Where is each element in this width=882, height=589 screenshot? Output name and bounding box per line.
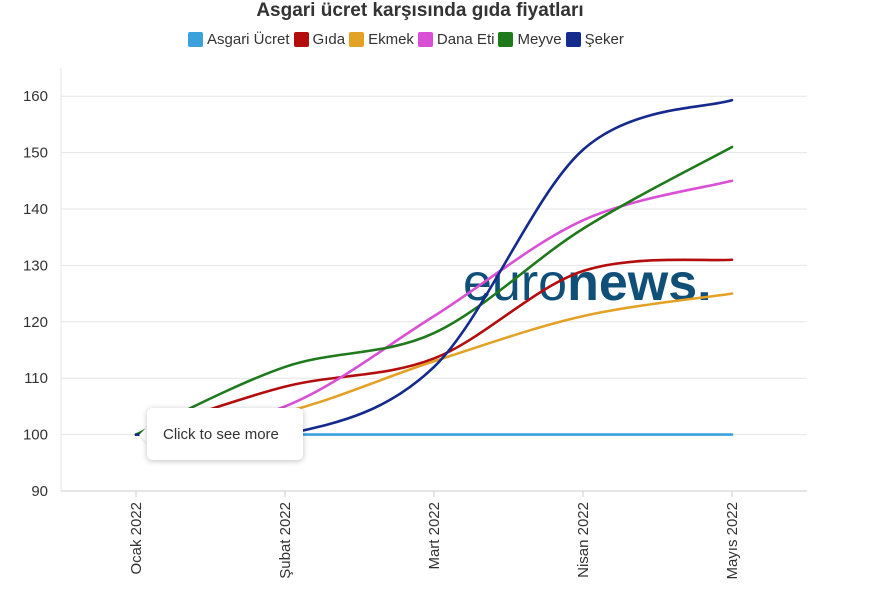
y-tick-label: 160	[23, 88, 48, 105]
y-tick-label: 90	[31, 483, 48, 500]
series-line-gida	[134, 258, 734, 436]
x-tick-label: Nisan 2022	[575, 502, 592, 578]
legend-item-asgari-ucret[interactable]: Asgari Ücret	[188, 31, 290, 48]
x-tick-label: Ocak 2022	[128, 502, 145, 575]
euronews-watermark: euronews.	[463, 254, 712, 312]
legend: Asgari Ücret Gıda Ekmek Dana Eti Meyve Şeker	[188, 31, 628, 48]
legend-swatch	[349, 32, 365, 47]
legend-label: Dana Eti	[436, 31, 495, 48]
tooltip-label: Click to see more	[163, 425, 279, 443]
legend-label: Gıda	[312, 31, 346, 48]
y-tick-label: 110	[24, 370, 48, 387]
x-tick-label: Mart 2022	[426, 502, 443, 570]
y-tick-label: 130	[23, 257, 48, 274]
series-line-meyve	[134, 145, 734, 436]
y-tick-label: 140	[23, 201, 48, 218]
watermark-light: euro	[463, 254, 567, 312]
legend-swatch	[565, 32, 581, 47]
y-tick-label: 120	[23, 314, 48, 331]
chart-title: Asgari ücret karşısında gıda fiyatları	[256, 0, 584, 21]
watermark-bold: news.	[567, 254, 712, 312]
legend-item-meyve[interactable]: Meyve	[498, 31, 562, 48]
legend-item-gida[interactable]: Gıda	[293, 31, 346, 48]
click-to-see-more-tooltip[interactable]: Click to see more	[147, 408, 303, 460]
y-tick-label: 100	[23, 427, 48, 444]
x-tick-label: Mayıs 2022	[724, 502, 741, 580]
legend-swatch	[417, 32, 433, 47]
y-tick-label: 150	[23, 145, 48, 162]
legend-item-ekmek[interactable]: Ekmek	[349, 31, 414, 48]
tooltip-arrow	[139, 426, 148, 444]
legend-label: Asgari Ücret	[207, 31, 290, 48]
tick-labels: 90 100 110 120 130 140 150 160 Ocak 2022 Şubat 20…	[23, 88, 741, 579]
legend-label: Meyve	[517, 31, 562, 48]
legend-swatch	[293, 32, 309, 47]
x-tick-label: Şubat 2022	[277, 502, 294, 579]
legend-swatch	[498, 32, 514, 47]
legend-item-seker[interactable]: Şeker	[565, 31, 624, 48]
legend-item-dana-eti[interactable]: Dana Eti	[417, 31, 495, 48]
legend-label: Şeker	[584, 31, 624, 48]
axes	[60, 68, 807, 497]
legend-swatch	[188, 32, 203, 47]
legend-label: Ekmek	[368, 31, 414, 48]
svg-text:euronews.: euronews.	[463, 254, 712, 312]
